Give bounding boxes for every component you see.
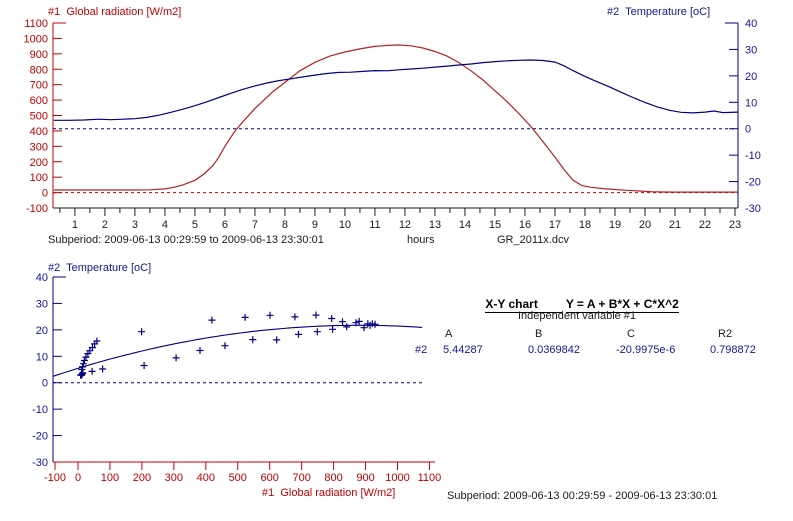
scatter-y-tick-label: 40 xyxy=(36,272,48,284)
scatter-plus-markers xyxy=(77,311,379,379)
temperature-axis-title: #2 Temperature [oC] xyxy=(607,6,711,18)
coef-a-value: 5.44287 xyxy=(443,344,483,356)
scatter-x-tick-label: 900 xyxy=(356,472,374,484)
radiation-tick-label: 400 xyxy=(30,126,48,138)
scatter-x-tick-label: 200 xyxy=(133,472,151,484)
radiation-tick-label: 0 xyxy=(42,188,48,200)
scatter-y-tick-label: -20 xyxy=(32,431,48,443)
scatter-x-tick-label: 400 xyxy=(197,472,215,484)
scatter-x-tick-label: 300 xyxy=(165,472,183,484)
hour-tick-label: 17 xyxy=(549,219,561,231)
hour-tick-label: 2 xyxy=(102,219,108,231)
hour-tick-label: 21 xyxy=(669,219,681,231)
coef-r2-value: 0.798872 xyxy=(710,344,756,356)
scatter-y-tick-label: 30 xyxy=(36,298,48,310)
hour-tick-label: 23 xyxy=(729,219,741,231)
radiation-tick-label: 700 xyxy=(30,80,48,92)
radiation-tick-label: 300 xyxy=(30,141,48,153)
hour-tick-label: 19 xyxy=(609,219,621,231)
temperature-tick-label: -20 xyxy=(745,177,761,189)
temperature-series-line xyxy=(53,59,739,121)
radiation-tick-label: 1100 xyxy=(24,18,48,30)
hour-tick-label: 5 xyxy=(192,219,198,231)
hour-tick-label: 6 xyxy=(222,219,228,231)
radiation-tick-label: -100 xyxy=(26,203,48,215)
coef-header-r2: R2 xyxy=(718,328,733,340)
hour-tick-label: 22 xyxy=(699,219,711,231)
hour-tick-label: 14 xyxy=(459,219,471,231)
radiation-series-line xyxy=(53,44,738,193)
hour-tick-label: 20 xyxy=(639,219,651,231)
hour-tick-label: 1 xyxy=(72,219,78,231)
temperature-tick-label: 0 xyxy=(745,124,751,136)
hours-unit-label: hours xyxy=(407,234,435,246)
time-series-chart[interactable]: 110010009008007006005004003002001000-100… xyxy=(24,18,761,231)
xy-chart-heading-text: X-Y chart xyxy=(485,297,562,313)
xy-chart-heading: X-Y chart Y = A + B*X + C*X^2 xyxy=(472,286,679,322)
hour-tick-label: 12 xyxy=(399,219,411,231)
hour-tick-label: 3 xyxy=(132,219,138,231)
radiation-tick-label: 100 xyxy=(30,172,48,184)
hour-tick-label: 15 xyxy=(489,219,501,231)
temperature-tick-label: 20 xyxy=(745,71,757,83)
temperature-tick-label: -10 xyxy=(745,150,761,162)
hour-tick-label: 16 xyxy=(519,219,531,231)
temperature-tick-label: -30 xyxy=(745,203,761,215)
temperature-tick-label: 30 xyxy=(745,44,757,56)
regression-formula: Y = A + B*X + C*X^2 xyxy=(565,297,679,313)
radiation-tick-label: 500 xyxy=(30,111,48,123)
temperature-tick-label: 40 xyxy=(745,18,757,30)
scatter-y-tick-label: -30 xyxy=(32,457,48,469)
coef-b-value: 0.0369842 xyxy=(528,344,580,356)
coef-c-value: -20.9975e-6 xyxy=(616,344,676,356)
hour-tick-label: 11 xyxy=(369,219,380,231)
scatter-x-tick-label: 0 xyxy=(75,472,81,484)
scatter-x-tick-label: -100 xyxy=(44,472,66,484)
radiation-axis-title: #1 Global radiation [W/m2] xyxy=(48,6,182,18)
scatter-x-tick-label: 500 xyxy=(229,472,247,484)
radiation-tick-label: 200 xyxy=(30,157,48,169)
scatter-x-tick-label: 700 xyxy=(292,472,310,484)
coef-header-b: B xyxy=(535,328,543,340)
radiation-tick-label: 900 xyxy=(30,49,48,61)
hour-tick-label: 10 xyxy=(339,219,351,231)
coef-header-c: C xyxy=(627,328,635,340)
series-row-label: #2 xyxy=(415,344,428,356)
subperiod-bottom-label: Subperiod: 2009-06-13 00:29:59 - 2009-06… xyxy=(447,490,718,502)
scatter-x-tick-label: 600 xyxy=(261,472,279,484)
scatter-x-tick-label: 100 xyxy=(101,472,119,484)
scatter-y-tick-label: 0 xyxy=(42,378,48,390)
hour-tick-label: 18 xyxy=(579,219,591,231)
regression-fit-curve xyxy=(52,324,423,377)
scatter-y-axis-title: #2 Temperature [oC] xyxy=(48,262,152,274)
independent-variable-label: Independent variable #1 xyxy=(518,310,637,322)
scatter-x-axis-title: #1 Global radiation [W/m2] xyxy=(262,487,396,499)
subperiod-top-label: Subperiod: 2009-06-13 00:29:59 to 2009-0… xyxy=(48,234,324,246)
scatter-x-tick-label: 1100 xyxy=(418,472,442,484)
scatter-y-tick-label: 20 xyxy=(36,325,48,337)
radiation-tick-label: 800 xyxy=(30,64,48,76)
hour-tick-label: 7 xyxy=(252,219,258,231)
scatter-y-tick-label: 10 xyxy=(36,351,48,363)
coef-header-a: A xyxy=(445,328,453,340)
hour-tick-label: 4 xyxy=(162,219,168,231)
radiation-tick-label: 600 xyxy=(30,95,48,107)
hour-tick-label: 13 xyxy=(429,219,441,231)
temperature-tick-label: 10 xyxy=(745,97,757,109)
scatter-x-tick-label: 800 xyxy=(324,472,342,484)
hour-tick-label: 9 xyxy=(312,219,318,231)
scatter-x-tick-label: 1000 xyxy=(385,472,409,484)
scatter-y-tick-label: -10 xyxy=(32,404,48,416)
hour-tick-label: 8 xyxy=(282,219,288,231)
radiation-tick-label: 1000 xyxy=(24,33,48,45)
data-file-label: GR_2011x.dcv xyxy=(497,234,569,246)
